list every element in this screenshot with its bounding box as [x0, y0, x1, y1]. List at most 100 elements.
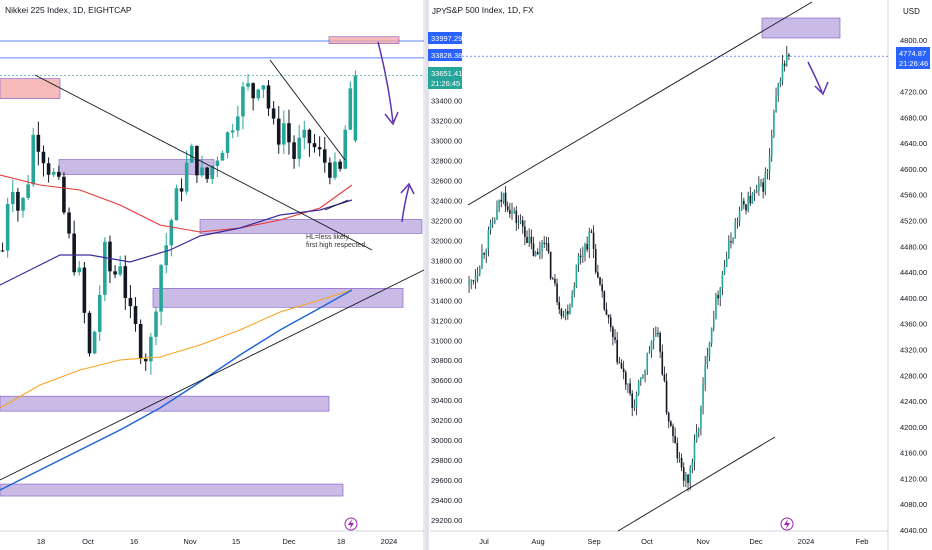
candle-body-left — [225, 132, 230, 153]
candle-body-left — [333, 161, 337, 178]
countdown-right: 21:26:46 — [899, 59, 928, 68]
nikkei-pane[interactable]: 33400.00 33200.00 33000.00 32800.00 32600.00… — [0, 36, 462, 546]
candle-body-right — [743, 200, 745, 205]
candle-body-right — [620, 363, 623, 369]
ma-mid-left — [0, 199, 353, 286]
zone-demand-4[interactable] — [0, 395, 330, 412]
channel-lower-right[interactable] — [617, 436, 776, 532]
candle-body-right — [509, 210, 511, 214]
y-tick-right-5: 4600.00 — [900, 165, 927, 174]
candle-body-right — [781, 63, 784, 81]
zone-supply-top[interactable] — [328, 36, 400, 44]
candle-body-right — [706, 356, 709, 365]
candle-body-right — [468, 281, 470, 285]
candle-body-right — [652, 336, 655, 342]
arrow-down-left[interactable] — [377, 41, 394, 123]
candle-body-right — [601, 284, 603, 292]
annotation-line-1: HL=less likely — [306, 234, 349, 241]
candle-body-left — [128, 297, 133, 307]
zone-demand-3[interactable] — [152, 288, 404, 308]
zone-supply-left[interactable] — [0, 78, 61, 99]
y-tick-left-19: 29600.00 — [431, 476, 462, 485]
candle-body-right — [682, 467, 685, 481]
candle-body-left — [92, 331, 97, 354]
y-tick-left-7: 32000.00 — [431, 236, 462, 245]
lightning-icon-right[interactable] — [780, 517, 794, 531]
x-tick-left-1: Oct — [82, 537, 95, 546]
candle-body-left — [348, 88, 353, 130]
trendline-up-left[interactable] — [0, 269, 425, 481]
candle-body-right — [661, 351, 664, 375]
candle-body-left — [133, 306, 138, 324]
candle-body-left — [159, 265, 163, 312]
candle-body-left — [0, 250, 5, 252]
candle-body-right — [504, 192, 507, 207]
candle-body-left — [215, 160, 220, 166]
annotation-line-2: first high respected — [306, 242, 365, 249]
zone-demand-2[interactable] — [199, 219, 423, 234]
zone-supply-right[interactable] — [761, 17, 841, 39]
candle-body-left — [200, 167, 204, 176]
right-currency-label[interactable]: USD — [903, 7, 920, 16]
candle-body-left — [103, 241, 107, 295]
candle-body-right — [700, 405, 702, 429]
candle-body-right — [511, 210, 513, 214]
candle-body-right — [491, 222, 494, 224]
left-currency-label[interactable]: JPY — [432, 7, 447, 16]
candle-body-left — [220, 152, 225, 161]
trendline-down-left[interactable] — [34, 74, 373, 251]
candle-body-right — [624, 372, 627, 385]
candle-body-left — [97, 294, 102, 332]
candle-body-right — [730, 241, 732, 243]
candle-body-right — [678, 457, 681, 459]
candle-body-right — [541, 242, 543, 251]
candle-body-right — [474, 276, 477, 282]
candle-body-right — [691, 461, 694, 468]
candle-body-right — [569, 306, 571, 315]
lightning-icon-left[interactable] — [344, 517, 358, 531]
pane-divider[interactable] — [425, 0, 429, 550]
arrow-down-right[interactable] — [807, 61, 823, 93]
candle-body-right — [710, 327, 713, 344]
candle-body-left — [189, 145, 194, 163]
zone-demand-5[interactable] — [0, 483, 344, 497]
candle-body-left — [26, 184, 30, 198]
y-tick-right-3: 4680.00 — [900, 113, 927, 122]
candle-body-right — [773, 111, 775, 136]
y-tick-left-9: 31600.00 — [431, 276, 462, 285]
arrow-down-head-right — [814, 81, 829, 96]
candle-body-right — [663, 374, 666, 381]
y-tick-right-16: 4160.00 — [900, 449, 927, 458]
y-tick-right-17: 4120.00 — [900, 474, 927, 483]
sp500-pane[interactable]: 4800.004760.004720.004680.004640.004600.… — [430, 1, 927, 546]
y-tick-right-0: 4800.00 — [900, 36, 927, 45]
candle-body-right — [577, 255, 580, 265]
candle-body-left — [266, 85, 271, 109]
y-tick-left-2: 33000.00 — [431, 137, 462, 146]
candle-body-right — [693, 441, 696, 462]
channel-upper-right[interactable] — [467, 1, 813, 206]
y-tick-right-2: 4720.00 — [900, 88, 927, 97]
candle-body-right — [732, 238, 734, 243]
candle-body-left — [236, 116, 240, 131]
x-tick-right-0: Jul — [479, 537, 489, 546]
x-tick-right-4: Nov — [696, 537, 710, 546]
candle-body-right — [545, 243, 548, 245]
y-tick-right-9: 4440.00 — [900, 268, 927, 277]
candle-body-right — [612, 327, 614, 338]
candle-body-right — [513, 210, 515, 212]
candle-body-left — [31, 134, 36, 185]
candle-body-right — [590, 231, 593, 233]
candle-body-left — [205, 167, 209, 179]
candle-body-left — [292, 142, 296, 159]
trendline-short-left[interactable] — [269, 59, 346, 161]
candle-body-right — [532, 243, 535, 257]
arrow-up-left[interactable] — [401, 185, 410, 223]
candle-body-right — [556, 283, 558, 303]
y-tick-right-4: 4640.00 — [900, 139, 927, 148]
candle-body-right — [657, 332, 659, 334]
candle-body-left — [317, 147, 322, 150]
y-tick-left-13: 30800.00 — [431, 356, 462, 365]
candle-body-right — [599, 277, 601, 285]
